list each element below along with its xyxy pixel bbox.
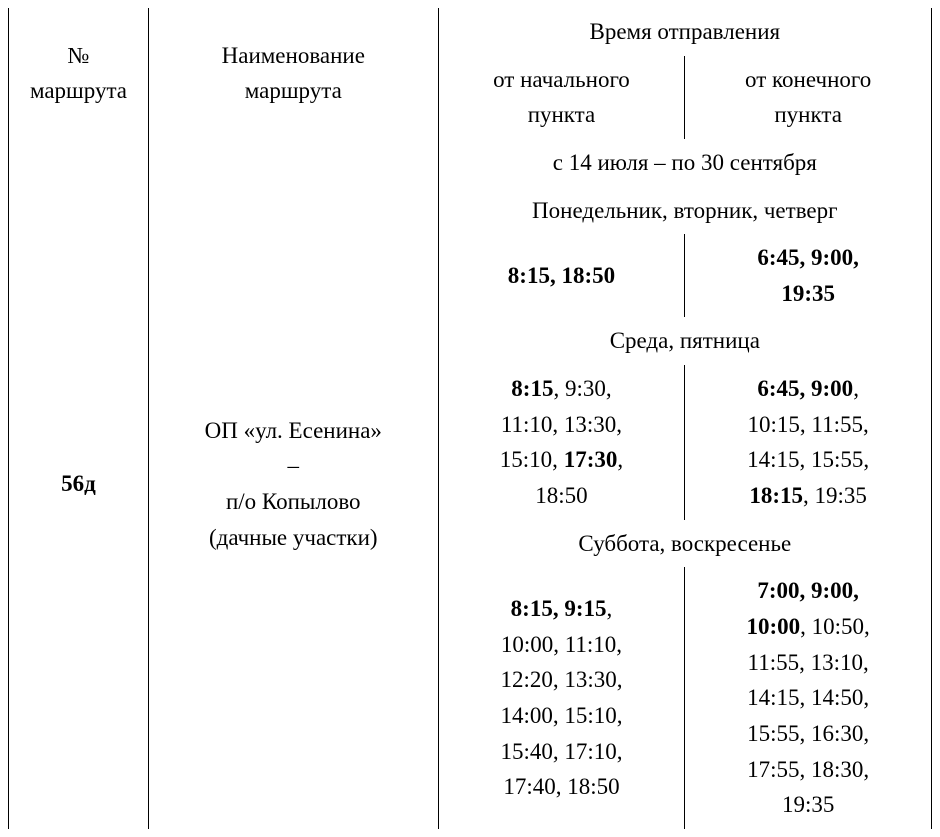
block-0-days: Понедельник, вторник, четверг xyxy=(438,187,931,235)
time-part: 18:15 xyxy=(749,483,803,508)
route-number-cell: 56д xyxy=(9,139,149,829)
block-1-from-start: 8:15, 9:30, 11:10, 13:30, 15:10, 17:30, 18:… xyxy=(438,365,685,520)
time-part: 8:15 xyxy=(511,376,553,401)
route-name-2: – xyxy=(288,453,300,478)
time-part: 6:45, 9:00 xyxy=(757,376,853,401)
time-line: 19:35 xyxy=(781,281,835,306)
time-part: 8:15, 9:15 xyxy=(511,596,607,621)
block-0-from-start: 8:15, 18:50 xyxy=(438,234,685,317)
from-start-1: от начального xyxy=(493,67,630,92)
time-part: , xyxy=(853,376,859,401)
departure-label: Время отправления xyxy=(589,19,780,44)
block-0-from-end: 6:45, 9:00, 19:35 xyxy=(685,234,932,317)
time-part: , 9:30, xyxy=(553,376,611,401)
from-start-2: пункта xyxy=(528,102,596,127)
route-name-3: п/о Копылово xyxy=(226,489,361,514)
time-part: 15:10, xyxy=(500,447,564,472)
route-number-label-1: № xyxy=(67,43,89,68)
header-from-start: от начального пункта xyxy=(438,56,685,139)
time-line: 6:45, 9:00, xyxy=(757,245,859,270)
header-departure: Время отправления xyxy=(438,8,931,56)
time-part: , 10:50, xyxy=(800,614,870,639)
time-line: 8:15, 18:50 xyxy=(508,263,615,288)
season-label: с 14 июля – по 30 сентября xyxy=(553,150,817,175)
header-route-number: № маршрута xyxy=(9,8,149,139)
time-line: 12:20, 13:30, xyxy=(500,667,622,692)
route-name-label-2: маршрута xyxy=(245,78,342,103)
time-part: 17:30 xyxy=(564,447,618,472)
time-line: 11:55, 13:10, xyxy=(748,650,869,675)
block-2-from-end: 7:00, 9:00, 10:00, 10:50, 11:55, 13:10, 14:… xyxy=(685,567,932,828)
time-line: 10:00, 11:10, xyxy=(501,632,622,657)
block-0-days-label: Понедельник, вторник, четверг xyxy=(532,198,838,223)
time-part: 7:00, 9:00, xyxy=(757,578,859,603)
time-line: 11:10, 13:30, xyxy=(501,412,622,437)
block-1-days-label: Среда, пятница xyxy=(610,328,760,353)
time-part: , xyxy=(617,447,623,472)
from-end-1: от конечного xyxy=(745,67,871,92)
route-number: 56д xyxy=(61,471,96,496)
from-end-2: пункта xyxy=(774,102,842,127)
route-name-1: ОП «ул. Есенина» xyxy=(205,418,382,443)
block-2-days: Суббота, воскресенье xyxy=(438,520,931,568)
time-line: 19:35 xyxy=(782,792,834,817)
time-line: 17:55, 18:30, xyxy=(747,757,869,782)
block-2-days-label: Суббота, воскресенье xyxy=(578,531,791,556)
time-part: , 19:35 xyxy=(803,483,867,508)
time-line: 14:15, 14:50, xyxy=(747,685,869,710)
route-name-cell: ОП «ул. Есенина» – п/о Копылово (дачные … xyxy=(148,139,438,829)
schedule-table: № маршрута Наименование маршрута Время о… xyxy=(8,8,932,829)
season-cell: с 14 июля – по 30 сентября xyxy=(438,139,931,187)
time-line: 17:40, 18:50 xyxy=(503,774,619,799)
block-2-from-start: 8:15, 9:15, 10:00, 11:10, 12:20, 13:30, 14:… xyxy=(438,567,685,828)
header-row-1: № маршрута Наименование маршрута Время о… xyxy=(9,8,932,56)
time-part: 10:00 xyxy=(746,614,800,639)
time-line: 14:00, 15:10, xyxy=(500,703,622,728)
route-name-label-1: Наименование xyxy=(222,43,365,68)
header-route-name: Наименование маршрута xyxy=(148,8,438,139)
route-name-4: (дачные участки) xyxy=(209,525,378,550)
header-from-end: от конечного пункта xyxy=(685,56,932,139)
season-row: 56д ОП «ул. Есенина» – п/о Копылово (дач… xyxy=(9,139,932,187)
block-1-days: Среда, пятница xyxy=(438,317,931,365)
time-line: 10:15, 11:55, xyxy=(748,412,869,437)
time-line: 15:40, 17:10, xyxy=(500,739,622,764)
route-number-label-2: маршрута xyxy=(30,78,127,103)
time-line: 14:15, 15:55, xyxy=(747,447,869,472)
block-1-from-end: 6:45, 9:00, 10:15, 11:55, 14:15, 15:55, 18:… xyxy=(685,365,932,520)
time-line: 15:55, 16:30, xyxy=(747,721,869,746)
time-part: , xyxy=(606,596,612,621)
time-line: 18:50 xyxy=(535,483,587,508)
